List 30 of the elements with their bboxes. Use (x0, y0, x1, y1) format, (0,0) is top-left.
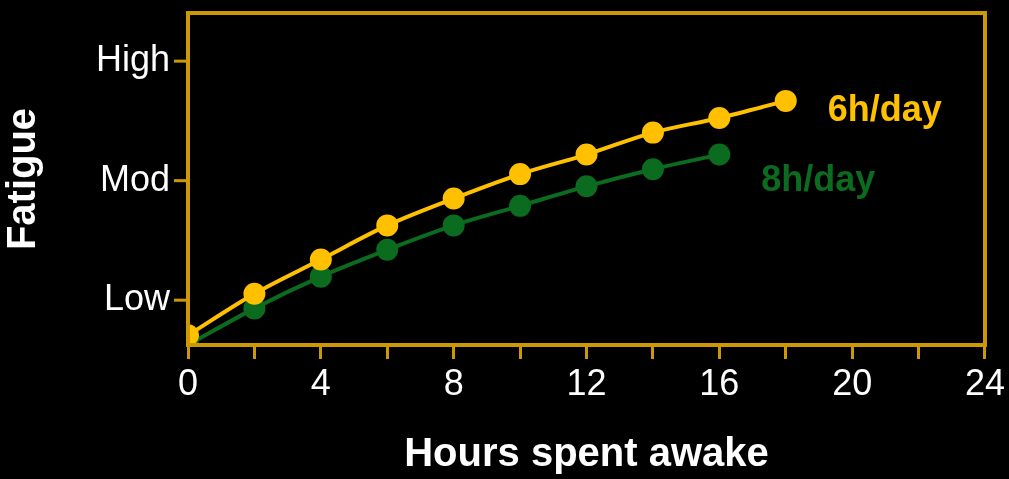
point (309, 248, 332, 271)
series-label: 8h/day (761, 157, 876, 199)
text: Low (103, 277, 171, 319)
point (509, 194, 532, 217)
point (575, 143, 598, 166)
point (442, 187, 465, 210)
x-tick-label: 20 (832, 361, 873, 403)
point (641, 158, 664, 181)
series-label: 6h/day (827, 87, 942, 129)
x-tick-label: 8 (443, 361, 464, 403)
point (575, 175, 598, 198)
x-axis-title: Hours spent awake (404, 430, 769, 475)
text: High (95, 38, 170, 80)
x-tick-label: 0 (177, 361, 199, 403)
point (509, 163, 532, 186)
x-tick-label: 12 (566, 361, 607, 403)
point (376, 214, 399, 237)
x-tick-label: 4 (310, 361, 331, 403)
point (442, 214, 465, 237)
y-axis-title: Fatigue (0, 107, 44, 251)
point (708, 106, 731, 129)
x-tick-label: 24 (964, 361, 1005, 403)
point (708, 143, 731, 166)
point (243, 282, 266, 305)
text: Mod (99, 157, 170, 199)
point (309, 265, 332, 288)
x-tick-label: 16 (699, 361, 740, 403)
point (641, 121, 664, 144)
point (376, 238, 399, 261)
point (774, 89, 797, 112)
